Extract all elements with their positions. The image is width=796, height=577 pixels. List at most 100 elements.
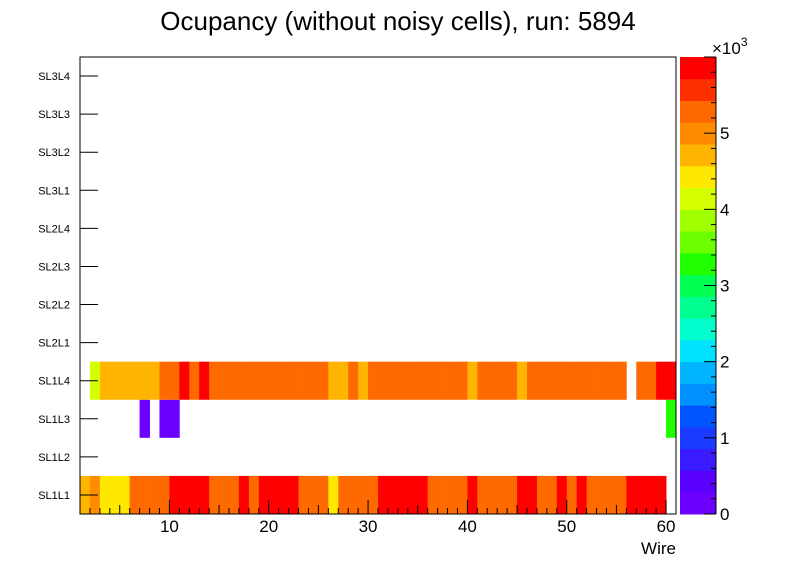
- heatmap-cell: [358, 361, 369, 400]
- heatmap-cell: [308, 361, 319, 400]
- y-tick-label: SL3L3: [38, 109, 70, 121]
- heatmap-cell: [626, 475, 637, 514]
- x-tick-label: 50: [557, 517, 576, 536]
- x-axis-label: Wire: [641, 539, 676, 558]
- palette-swatch: [680, 122, 716, 145]
- heatmap-cell: [109, 475, 121, 514]
- heatmap-cell: [149, 361, 160, 400]
- heatmap-cell: [407, 475, 419, 514]
- palette-swatch: [680, 100, 716, 123]
- heatmap-cell: [457, 361, 468, 400]
- heatmap-cell: [328, 361, 339, 400]
- heatmap-cell: [368, 361, 379, 400]
- heatmap-cell: [288, 361, 299, 400]
- heatmap-cell: [497, 361, 508, 400]
- plot-frame: [79, 56, 677, 515]
- heatmap-cell: [278, 475, 289, 514]
- heatmap-cell: [646, 475, 657, 514]
- heatmap-cell: [129, 475, 140, 514]
- heatmap-cell: [546, 361, 558, 400]
- heatmap-cell: [536, 475, 548, 514]
- palette-swatch: [680, 470, 716, 493]
- heatmap-cell: [487, 475, 498, 514]
- heatmap-cell: [179, 475, 190, 514]
- y-axis: SL1L1 SL1L2 SL1L3 SL1L4 SL2L1 SL2L2 SL2L3 SL2L4…: [38, 71, 98, 502]
- palette-swatch: [680, 144, 716, 167]
- heatmap-cell: [387, 475, 399, 514]
- heatmap-cell: [129, 361, 140, 400]
- y-tick-label: SL1L4: [38, 376, 70, 388]
- heatmap-cell: [159, 399, 170, 438]
- heatmap-cell: [189, 475, 200, 514]
- heatmap-cell: [139, 361, 150, 400]
- z-tick-label: 4: [720, 200, 729, 219]
- heatmap-cell: [457, 475, 468, 514]
- heatmap-cell: [119, 361, 131, 400]
- palette-swatch: [680, 318, 716, 341]
- heatmap-cell: [586, 361, 597, 400]
- y-tick-label: SL3L2: [38, 147, 70, 159]
- x-axis: 10 20 30 40 50 60: [79, 500, 677, 536]
- heatmap-cell: [139, 475, 150, 514]
- heatmap-cell: [596, 361, 607, 400]
- heatmap-cell: [467, 361, 478, 400]
- heatmap-cell: [606, 475, 617, 514]
- heatmap-cell: [338, 475, 349, 514]
- heatmap-cell: [169, 399, 180, 438]
- heatmap-cell: [189, 361, 200, 400]
- heatmap-cell: [179, 361, 190, 400]
- palette-swatch: [680, 448, 716, 471]
- heatmap-cell: [636, 361, 647, 400]
- heatmap-cell: [219, 361, 230, 400]
- x-tick-label: 30: [359, 517, 378, 536]
- z-tick-label: 2: [720, 353, 729, 372]
- heatmap-cell: [229, 361, 240, 400]
- heatmap-cell: [209, 475, 220, 514]
- heatmap-cell: [248, 361, 260, 400]
- x-tick-label: 20: [259, 517, 278, 536]
- heatmap-cell: [348, 475, 359, 514]
- y-tick-label: SL2L3: [38, 261, 70, 273]
- heatmap-cell: [358, 475, 369, 514]
- heatmap-cell: [576, 361, 587, 400]
- heatmap-cell: [209, 361, 220, 400]
- heatmap-cell: [139, 399, 150, 438]
- heatmap-cell: [546, 475, 558, 514]
- heatmap-cell: [536, 361, 548, 400]
- heatmap-cell: [507, 361, 518, 400]
- heatmap-cell: [437, 475, 448, 514]
- y-tick-label: SL2L4: [38, 223, 70, 235]
- heatmap-cell: [169, 361, 180, 400]
- heatmap-cell: [666, 399, 677, 438]
- heatmap-cell: [407, 361, 419, 400]
- heatmap-cell: [477, 475, 488, 514]
- heatmap-cell: [397, 475, 409, 514]
- heatmap-cell: [159, 361, 170, 400]
- heatmap-cell: [278, 361, 289, 400]
- heatmap-cell: [348, 361, 359, 400]
- y-tick-label: SL3L1: [38, 185, 70, 197]
- heatmap-cell: [229, 475, 240, 514]
- heatmap-cell: [308, 475, 319, 514]
- palette-swatch: [680, 187, 716, 210]
- color-palette: [680, 57, 716, 515]
- palette-swatch: [680, 383, 716, 406]
- heatmap-cell: [119, 475, 131, 514]
- y-tick-label: SL2L1: [38, 338, 70, 350]
- heatmap-cell: [586, 475, 597, 514]
- heatmap-cell: [467, 475, 478, 514]
- heatmap-cell: [378, 475, 389, 514]
- palette-swatch: [680, 296, 716, 319]
- heatmap-cell: [616, 475, 627, 514]
- z-tick-label: 0: [720, 505, 729, 524]
- heatmap-cell: [219, 475, 230, 514]
- heatmap-cell: [298, 475, 309, 514]
- y-tick-label: SL2L2: [38, 300, 70, 312]
- palette-swatch: [680, 426, 716, 450]
- heatmap-cell: [159, 475, 170, 514]
- heatmap-cell: [258, 361, 270, 400]
- heatmap-cell: [149, 475, 160, 514]
- heatmap-cell: [477, 361, 488, 400]
- heatmap-cell: [338, 361, 349, 400]
- heatmap-cell: [556, 361, 568, 400]
